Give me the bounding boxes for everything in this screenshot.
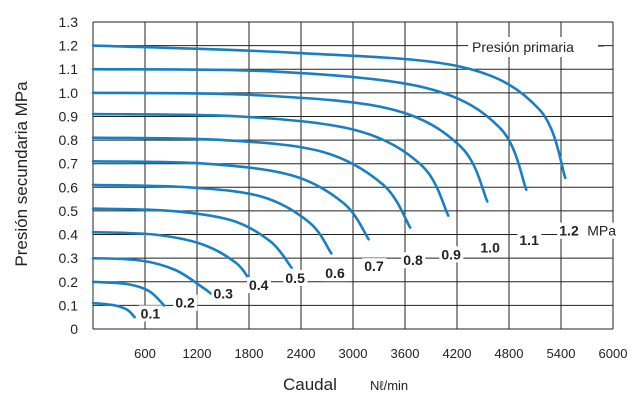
curve-label-bg (401, 252, 426, 269)
x-tick-label: 3600 (391, 346, 420, 361)
curve-label-bg (557, 222, 632, 239)
curve-1-2 (91, 44, 567, 180)
curve-0-3 (91, 256, 213, 295)
x-axis-label: Caudal (283, 375, 337, 394)
y-tick-label: 1.2 (59, 38, 79, 54)
curve-0-7 (91, 160, 370, 241)
x-axis-unit: Nℓ/min (370, 378, 408, 393)
curve-label: 0.9 (441, 246, 461, 262)
curve-0-4 (91, 230, 252, 284)
y-tick-labels: 0 0.1 0.2 0.3 0.4 0.5 0.6 0.7 0.8 0.9 1.0 1.1 1.2 1.3 (59, 14, 79, 337)
curve-label-bg (362, 258, 387, 275)
curve-label: 0.2 (175, 295, 195, 311)
curve-label: 0.8 (403, 252, 423, 268)
curve-label: 0.5 (285, 270, 305, 286)
x-tick-labels: 600 1200 1800 2400 3000 3600 4200 4800 5400 6000 (134, 346, 627, 361)
annotation-box (468, 37, 598, 57)
curve-label: 1.1 (519, 232, 539, 248)
x-tick-label: 600 (134, 346, 156, 361)
curve-label-bg (283, 269, 308, 286)
curve-label-bg (247, 277, 271, 294)
grid (92, 21, 614, 330)
x-tick-label: 5400 (547, 346, 576, 361)
y-tick-label: 0.8 (59, 132, 79, 148)
y-tick-label: 1.3 (59, 14, 79, 30)
x-tick-label: 1200 (183, 346, 212, 361)
curve-label-bg (439, 246, 464, 263)
curve-1-1 (91, 67, 528, 191)
y-tick-label: 0.9 (59, 108, 79, 124)
curve-0-2 (91, 280, 166, 307)
y-tick-label: 0.4 (59, 227, 79, 243)
curve-1-0 (91, 91, 489, 203)
curve-label-bg (323, 265, 348, 282)
curve-label-bg (173, 294, 198, 311)
y-tick-label: 1.1 (59, 61, 79, 77)
y-tick-label: 0.7 (59, 156, 79, 172)
curve-label-bg (211, 285, 236, 302)
y-tick-label: 0 (70, 321, 78, 337)
curve-0-5 (91, 207, 293, 269)
curve-label-bg (478, 239, 503, 256)
curve-label: 0.6 (325, 265, 345, 281)
x-tick-label: 2400 (287, 346, 316, 361)
y-tick-label: 0.3 (59, 250, 79, 266)
y-axis-label: Presión secundaria MPa (12, 81, 31, 267)
curve-0-6 (91, 183, 333, 255)
curve-label-bg (138, 305, 163, 322)
curve-0-1 (91, 301, 136, 319)
y-tick-label: 0.5 (59, 203, 79, 219)
curve-label: 1.2 (559, 223, 579, 239)
curve-label-bg (517, 232, 542, 249)
x-tick-label: 4200 (443, 346, 472, 361)
annotation-presion-primaria: Presión primaria (472, 39, 574, 55)
x-tick-label: 6000 (599, 346, 628, 361)
curve-0-8 (91, 136, 412, 229)
curve-label: 0.7 (364, 258, 384, 274)
curve-0-9 (91, 112, 450, 217)
x-tick-label: 4800 (495, 346, 524, 361)
y-tick-label: 0.1 (59, 297, 79, 313)
curve-label: 0.4 (249, 277, 269, 293)
curve-label: 0.3 (213, 285, 233, 301)
y-tick-label: 0.6 (59, 179, 79, 195)
y-tick-label: 0.2 (59, 274, 79, 290)
curves (91, 44, 567, 319)
x-tick-label: 1800 (235, 346, 264, 361)
curve-label: 0.1 (141, 305, 161, 321)
curve-label: 1.0 (480, 239, 500, 255)
curve-labels: 0.1 0.2 0.3 0.4 0.5 0.6 0.7 0.8 0.9 1.0 1.1 1.2 MPa (138, 222, 632, 322)
y-tick-label: 1.0 (59, 85, 79, 101)
curve-label-unit: MPa (587, 223, 616, 239)
x-tick-label: 3000 (339, 346, 368, 361)
